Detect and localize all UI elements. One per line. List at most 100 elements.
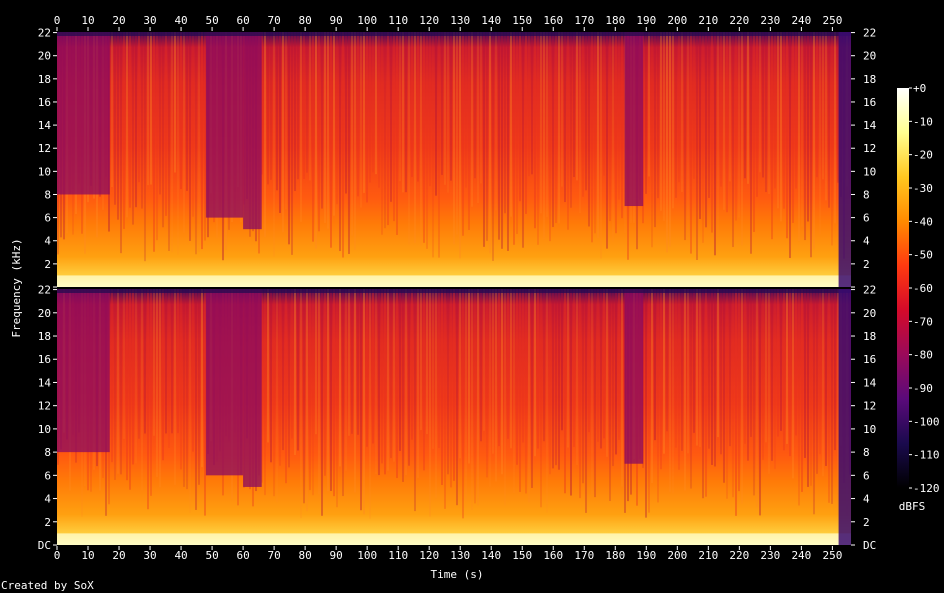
colorbar-gradient: [897, 88, 909, 488]
colorbar-tick-label: -40: [913, 215, 933, 228]
colorbar-tick-label: -70: [913, 315, 933, 328]
channel-panel-1: [57, 32, 851, 287]
x-tick-label: 30: [143, 14, 156, 27]
x-tick-label: 70: [267, 14, 280, 27]
x-tick-label: 250: [822, 14, 842, 27]
y-tick-label: 4: [863, 235, 870, 248]
y-tick-label: 8: [44, 188, 51, 201]
x-tick-label: 240: [791, 549, 811, 562]
x-tick-label: 0: [54, 14, 61, 27]
x-tick-label: 10: [81, 549, 94, 562]
y-tick-label: 18: [38, 73, 51, 86]
x-tick-label: 210: [698, 549, 718, 562]
x-tick-label: 60: [236, 14, 249, 27]
channel-panel-2: [57, 289, 851, 545]
x-tick-label: 40: [174, 14, 187, 27]
x-tick-label: 230: [760, 14, 780, 27]
y-tick-label: 14: [863, 376, 877, 389]
y-tick-label: 22: [863, 27, 876, 40]
x-tick-label: 60: [236, 549, 249, 562]
x-tick-label: 130: [450, 14, 470, 27]
x-tick-label: 20: [112, 14, 125, 27]
y-tick-label: 4: [44, 235, 51, 248]
quiet-regions: [57, 289, 644, 487]
y-tick-label: 18: [38, 330, 51, 343]
colorbar-tick-label: -30: [913, 182, 933, 195]
y-tick-label: 10: [38, 423, 51, 436]
y-tick-label: 12: [38, 400, 51, 413]
y-tick-label: 20: [38, 50, 51, 63]
x-tick-label: 190: [636, 14, 656, 27]
x-tick-label: 150: [512, 14, 532, 27]
spectrogram-area: [57, 289, 851, 545]
x-tick-label: 80: [299, 549, 312, 562]
y-tick-label: 4: [863, 493, 870, 506]
x-tick-label: 140: [481, 14, 501, 27]
y-tick-label: 18: [863, 73, 876, 86]
x-tick-label: 70: [267, 549, 280, 562]
y-tick-label: 14: [863, 119, 877, 132]
x-tick-label: 50: [205, 14, 218, 27]
x-tick-label: 40: [174, 549, 187, 562]
y-tick-label: 6: [44, 212, 51, 225]
colorbar-tick-label: -110: [913, 449, 940, 462]
x-tick-label: 200: [667, 14, 687, 27]
x-tick-label: 250: [822, 549, 842, 562]
y-tick-label: 10: [863, 423, 876, 436]
y-tick-label: 12: [863, 142, 876, 155]
y-tick-label: 22: [38, 27, 51, 40]
y-tick-label: 16: [38, 96, 51, 109]
x-tick-label: 100: [357, 549, 377, 562]
x-tick-label: 220: [729, 14, 749, 27]
y-tick-label: 2: [863, 516, 870, 529]
y-tick-label: 14: [38, 119, 52, 132]
x-tick-label: 170: [574, 549, 594, 562]
x-tick-label: 160: [543, 14, 563, 27]
y-axis-label: Frequency (kHz): [10, 238, 23, 337]
y-tick-label: 16: [38, 353, 51, 366]
x-tick-label: 210: [698, 14, 718, 27]
y-tick-label: 2: [44, 258, 51, 271]
x-tick-label: 230: [760, 549, 780, 562]
colorbar-tick-label: -80: [913, 349, 933, 362]
colorbar-label: dBFS: [899, 500, 926, 513]
quiet-regions: [57, 32, 644, 230]
footer-credit: Created by SoX: [1, 579, 94, 592]
x-tick-label: 140: [481, 549, 501, 562]
colorbar-tick-label: -50: [913, 249, 933, 262]
x-tick-label: 120: [419, 14, 439, 27]
colorbar-tick-label: +0: [913, 82, 926, 95]
x-tick-label: 50: [205, 549, 218, 562]
x-tick-label: 20: [112, 549, 125, 562]
x-tick-label: 0: [54, 549, 61, 562]
x-tick-label: 240: [791, 14, 811, 27]
y-tick-label: 10: [863, 165, 876, 178]
y-tick-label: 8: [863, 446, 870, 459]
x-tick-label: 130: [450, 549, 470, 562]
y-tick-label: 20: [863, 307, 876, 320]
colorbar-tick-label: -100: [913, 415, 940, 428]
y-tick-label: 8: [863, 188, 870, 201]
y-tick-label: 20: [863, 50, 876, 63]
y-tick-label: 16: [863, 96, 876, 109]
x-tick-label: 150: [512, 549, 532, 562]
x-axis-label: Time (s): [431, 568, 484, 581]
y-tick-label: 12: [863, 400, 876, 413]
x-tick-label: 110: [388, 549, 408, 562]
colorbar-tick-label: -10: [913, 115, 933, 128]
x-tick-label: 100: [357, 14, 377, 27]
colorbar-tick-label: -20: [913, 149, 933, 162]
y-tick-label: 16: [863, 353, 876, 366]
y-tick-label: 8: [44, 446, 51, 459]
x-tick-label: 200: [667, 549, 687, 562]
x-tick-label: 110: [388, 14, 408, 27]
x-tick-label: 10: [81, 14, 94, 27]
y-tick-label: 22: [38, 284, 51, 297]
y-tick-label: 4: [44, 493, 51, 506]
y-tick-label: 2: [863, 258, 870, 271]
y-tick-label: 18: [863, 330, 876, 343]
y-tick-label: 20: [38, 307, 51, 320]
